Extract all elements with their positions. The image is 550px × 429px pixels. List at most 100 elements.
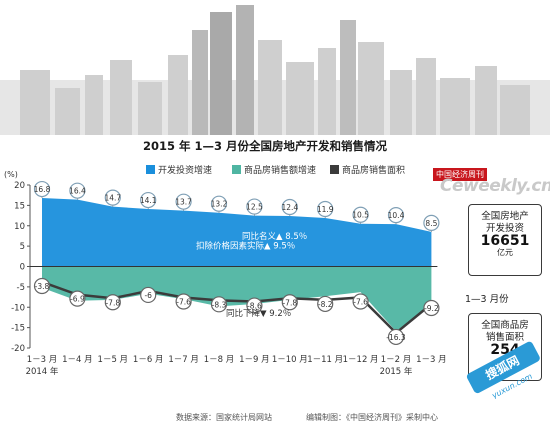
sales-area-value-label-11: -9.2 [424, 304, 439, 313]
investment-point-1 [69, 182, 86, 199]
investment-value-label-9: 10.5 [352, 211, 369, 220]
investment-value-label-4: 13.7 [175, 198, 192, 207]
legend-item-sales-area: 商品房销售面积 [330, 163, 405, 176]
year-label-1: 2015 年 [380, 366, 413, 377]
x-tick-label-10: 1－2 月 [381, 355, 412, 365]
investment-value-label-6: 12.5 [246, 203, 263, 212]
sales-area-point-1 [69, 290, 86, 307]
investment-box-unit: 亿元 [497, 248, 513, 257]
sales-area-value-label-7: -7.8 [282, 298, 297, 307]
x-tick-label-2: 1－5 月 [98, 355, 129, 365]
x-tick-label-3: 1－6 月 [133, 355, 164, 365]
y-tick-label-8: -20 [11, 344, 25, 354]
y-tick-label-7: -15 [11, 324, 25, 334]
sales-area-point-8 [317, 295, 334, 313]
sales-area-value-label-8: -8.2 [318, 300, 333, 309]
sales-area-value-label-6: -8.6 [247, 302, 262, 311]
sales-area-box-line2: 销售面积 [485, 332, 524, 343]
investment-value-label-1: 16.4 [69, 187, 86, 196]
investment-box-value: 16651 [480, 233, 530, 249]
sales-area-point-11 [423, 299, 440, 317]
investment-point-3 [140, 191, 157, 209]
investment-point-10 [387, 207, 405, 224]
investment-box-line1: 全国房地产 [481, 211, 529, 222]
sales-area-point-6 [246, 297, 263, 314]
sales-area-point-5 [210, 296, 228, 313]
area-sales-amount [42, 266, 432, 332]
legend-item-sales-amount: 商品房销售额增速 [232, 163, 316, 176]
sales-area-value-label-5: -8.3 [212, 300, 227, 309]
sales-area-point-0 [33, 277, 51, 295]
annotation-investment-nominal: 同比名义▲ 8.5％ [242, 231, 307, 242]
chart-title: 2015 年 1—3 月份全国房地产开发和销售情况 [142, 139, 388, 153]
sales-area-value-label-2: -7.8 [105, 298, 120, 307]
investment-value-label-7: 12.4 [281, 203, 298, 212]
investment-point-7 [281, 198, 298, 216]
x-tick-label-5: 1－8 月 [204, 355, 235, 365]
y-tick-label-5: -5 [17, 283, 25, 293]
legend-item-investment: 开发投资增速 [146, 163, 212, 176]
sales-area-value-label-10: -16.3 [386, 333, 406, 342]
investment-point-2 [104, 189, 121, 206]
sales-area-box-line1: 全国商品房 [481, 320, 529, 331]
x-tick-label-8: 1－11 月 [307, 355, 343, 365]
y-tick-label-2: 10 [14, 222, 25, 232]
y-tick-label-4: 0 [20, 263, 25, 273]
sales-area-value-label-3: -6 [144, 291, 152, 300]
legend-label-sales-amount: 商品房销售额增速 [244, 166, 317, 176]
investment-point-11 [423, 214, 440, 231]
sales-area-point-2 [104, 294, 121, 311]
investment-total-box: 全国房地产 开发投资 16651 亿元 [468, 204, 542, 276]
x-tick-label-1: 1－4 月 [62, 355, 93, 365]
x-tick-label-6: 1－9 月 [239, 355, 270, 365]
investment-value-label-3: 14.1 [140, 196, 157, 205]
y-tick-label-0: 20 [14, 181, 25, 191]
x-tick-label-7: 1－10 月 [272, 355, 308, 365]
area-investment [42, 198, 432, 267]
sales-area-point-3 [140, 286, 157, 304]
investment-point-5 [210, 195, 228, 212]
x-tick-label-4: 1－7 月 [168, 355, 199, 365]
investment-box-line2: 开发投资 [485, 223, 524, 234]
sales-area-point-10 [387, 328, 405, 346]
sales-area-point-7 [281, 294, 298, 311]
legend-swatch-investment [146, 165, 155, 174]
sales-area-point-9 [352, 293, 369, 310]
investment-value-label-2: 14.7 [104, 194, 121, 203]
y-tick-label-1: 15 [14, 201, 25, 211]
logo-site: Ceweekly.cn [440, 176, 550, 196]
city-skyline [0, 5, 550, 135]
period-label: 1—3 月份 [465, 294, 509, 305]
legend-swatch-sales-amount [232, 165, 241, 174]
legend-label-investment: 开发投资增速 [158, 166, 213, 176]
y-tick-label-3: 5 [20, 242, 25, 252]
footer-source: 数据来源：国家统计局网站 [176, 413, 272, 422]
annotation-investment-real: 扣除价格因素实际▲ 9.5％ [196, 241, 295, 252]
investment-point-8 [317, 200, 334, 218]
investment-point-0 [33, 180, 51, 198]
logo-paper: 中国经济周刊 [433, 168, 487, 181]
x-tick-label-11: 1－3 月 [416, 355, 447, 365]
footer-editor: 编辑制图：《中国经济周刊》采制中心 [306, 413, 438, 422]
investment-value-label-0: 16.8 [34, 185, 51, 194]
x-tick-label-9: 1－12 月 [343, 355, 379, 365]
investment-point-6 [246, 198, 263, 215]
investment-value-label-11: 8.5 [425, 219, 437, 228]
sales-area-point-4 [175, 293, 192, 310]
y-axis-unit: (%) [4, 170, 18, 179]
sales-area-value-label-1: -6.9 [70, 295, 85, 304]
watermark: 搜狐网 yuxun.com [466, 341, 540, 399]
sales-area-value-label-4: -7.6 [176, 297, 191, 306]
investment-point-9 [352, 206, 369, 223]
sales-area-value-label-0: -3.8 [35, 282, 50, 291]
investment-value-label-10: 10.4 [388, 211, 405, 220]
investment-value-label-8: 11.9 [317, 205, 334, 214]
area-chart: 20 15 10 5 0 -5 -10 -15 -20 (%) 16.8 16.4 14.7 14.1 13… [4, 170, 447, 377]
investment-value-label-5: 13.2 [211, 200, 228, 209]
y-tick-label-6: -10 [11, 303, 25, 313]
year-label-0: 2014 年 [26, 366, 59, 377]
x-tick-label-0: 1－3 月 [27, 355, 58, 365]
investment-point-4 [175, 193, 192, 210]
annotation-area-change: 同比下降▼ 9.2％ [226, 308, 291, 319]
sales-area-value-label-9: -7.6 [353, 297, 368, 306]
